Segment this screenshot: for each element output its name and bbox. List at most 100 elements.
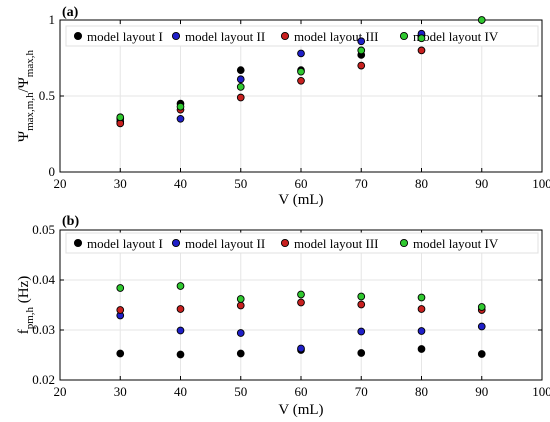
x-tick-label: 90 [475, 176, 488, 191]
x-tick-label: 80 [415, 384, 428, 399]
x-tick-label: 50 [234, 176, 247, 191]
x-tick-label: 30 [114, 384, 127, 399]
y-axis-label: fpm,h (Hz) [16, 276, 36, 335]
data-point [477, 16, 486, 24]
data-point [417, 46, 426, 55]
data-point [297, 49, 305, 58]
data-point [236, 93, 245, 102]
data-point [477, 350, 486, 358]
series-4 [116, 282, 486, 311]
y-axis-label-sub: max,m,h [24, 92, 36, 131]
legend: model layout I model layout II model layou… [65, 25, 539, 47]
data-point [357, 300, 366, 309]
x-axis-label: V (mL) [278, 402, 323, 418]
x-tick-label: 50 [234, 384, 247, 399]
data-point [236, 301, 245, 310]
series-2 [116, 311, 486, 353]
y-tick-label: 1 [49, 12, 56, 27]
chart-panel-1: 20 30 40 50 60 70 80 90 100 0 0.5 1 (a) V (mL) Ψmax,m,… [16, 5, 550, 208]
legend-entry-label: model layout II [185, 236, 265, 251]
x-tick-label: 40 [174, 176, 187, 191]
data-point [176, 114, 185, 123]
data-point [357, 46, 366, 55]
x-tick-label: 20 [54, 384, 67, 399]
data-point [297, 298, 305, 307]
y-axis-label-base: Ψ [16, 130, 32, 142]
data-point [297, 290, 305, 299]
panel-label: (b) [62, 214, 79, 229]
data-point [357, 349, 366, 357]
legend-entry-label: model layout III [294, 29, 378, 44]
legend-marker [399, 31, 409, 41]
series-3 [116, 298, 486, 314]
data-point [357, 37, 366, 46]
data-point [176, 282, 185, 290]
series-4 [116, 16, 486, 122]
y-axis-label-sub: max,h [24, 50, 36, 78]
data-point [176, 102, 185, 111]
legend-marker [280, 238, 290, 248]
legend-box [65, 232, 539, 254]
legend-entry-label: model layout II [185, 29, 265, 44]
legend-marker [171, 31, 181, 41]
x-tick-label: 80 [415, 176, 428, 191]
x-tick-label: 70 [355, 176, 368, 191]
y-tick-label: 0.05 [32, 222, 55, 237]
x-tick-label: 90 [475, 384, 488, 399]
legend: model layout I model layout II model layou… [65, 232, 539, 254]
data-point [236, 83, 245, 91]
x-axis-label: V (mL) [278, 192, 323, 208]
y-tick-label: 0 [49, 164, 56, 179]
panel-label: (a) [62, 5, 79, 20]
x-tick-label: 40 [174, 384, 187, 399]
data-point [297, 344, 305, 353]
x-tick-label: 70 [355, 384, 368, 399]
data-point [176, 350, 185, 359]
y-axis-label-sub: pm,h [24, 306, 36, 329]
data-point [116, 284, 125, 292]
x-tick-label: 20 [54, 176, 67, 191]
data-point [176, 305, 185, 313]
legend-marker [171, 238, 181, 248]
legend-entry-label: model layout IV [413, 29, 499, 44]
x-tick-label: 60 [295, 384, 308, 399]
data-point [357, 327, 366, 336]
y-tick-label: 0.03 [32, 322, 55, 337]
y-axis-label: Ψmax,m,h/Ψmax,h [16, 50, 36, 143]
y-tick-label: 0.5 [39, 88, 55, 103]
legend-entry-label: model layout IV [413, 236, 499, 251]
chart-panel-2: 20 30 40 50 60 70 80 90 100 0.02 0.03 0.04 0.05 (b) V … [16, 214, 550, 418]
y-tick-label: 0.04 [32, 272, 55, 287]
y-axis-label-sep: (Hz) [16, 276, 32, 307]
y-axis-label-base: f [16, 329, 32, 334]
data-point [297, 67, 305, 76]
data-point [477, 303, 486, 311]
x-tick-label: 100 [532, 384, 550, 399]
x-tick-label: 100 [532, 176, 550, 191]
data-point [236, 329, 245, 337]
legend-marker [73, 238, 83, 248]
data-point [116, 306, 125, 314]
data-point [116, 113, 125, 122]
series-3 [116, 46, 426, 128]
data-point [176, 326, 185, 335]
data-point [357, 292, 366, 301]
data-point [236, 295, 245, 303]
legend-marker [73, 31, 83, 41]
data-point [236, 349, 245, 358]
data-point [116, 349, 125, 358]
legend-marker [280, 31, 290, 41]
data-point [417, 345, 426, 353]
legend-entry-label: model layout I [87, 29, 163, 44]
data-point [297, 76, 305, 85]
legend-entry-label: model layout I [87, 236, 163, 251]
data-point [236, 66, 245, 75]
x-tick-label: 60 [295, 176, 308, 191]
data-point [236, 75, 245, 84]
data-point [417, 305, 426, 313]
y-axis-label-sep: /Ψ [16, 76, 32, 92]
data-point [417, 34, 426, 43]
legend-marker [399, 238, 409, 248]
x-tick-label: 30 [114, 176, 127, 191]
